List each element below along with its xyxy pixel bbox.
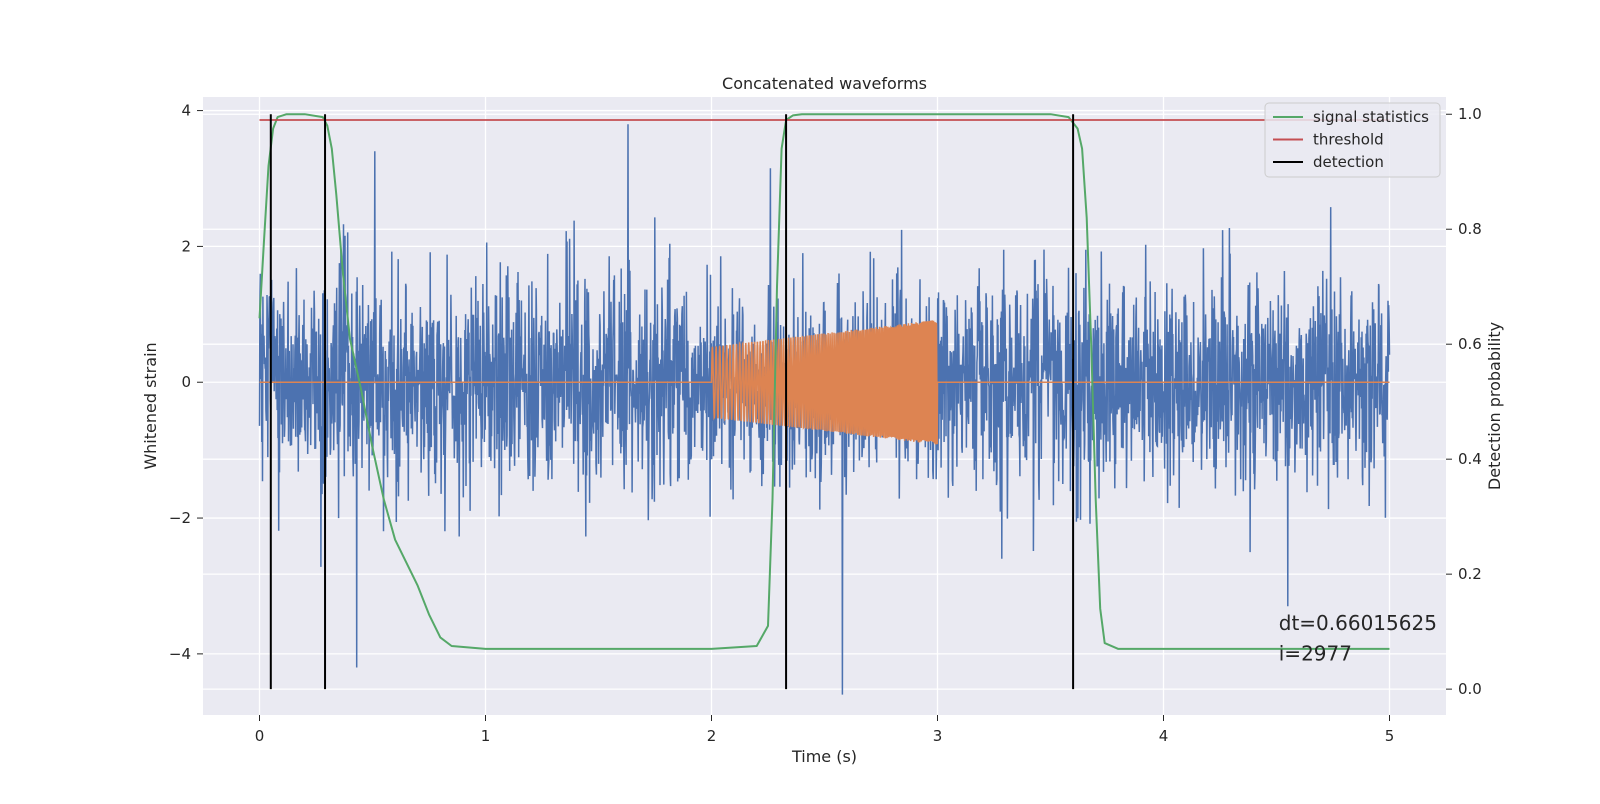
- x-tick-label: 5: [1385, 727, 1395, 745]
- legend-label: signal statistics: [1313, 108, 1429, 126]
- y-tick-label-right: 0.4: [1458, 450, 1482, 468]
- y-axis-label-left: Whitened strain: [141, 342, 160, 469]
- chirp-series-line: [259, 320, 1390, 445]
- x-tick-label: 1: [481, 727, 491, 745]
- x-tick-label: 3: [933, 727, 943, 745]
- y-tick-label-right: 1.0: [1458, 105, 1482, 123]
- chart-title: Concatenated waveforms: [722, 74, 927, 93]
- y-tick-label-left: 2: [181, 237, 191, 255]
- y-tick-label-right: 0.6: [1458, 335, 1482, 353]
- axis-layer: Concatenated waveforms Time (s) Whitened…: [141, 74, 1504, 766]
- x-tick-label: 4: [1159, 727, 1169, 745]
- y-tick-label-right: 0.8: [1458, 220, 1482, 238]
- y-tick-label-right: 0.0: [1458, 680, 1482, 698]
- annotation-text: dt=0.66015625: [1279, 611, 1437, 635]
- annotation-text: i=2977: [1279, 642, 1352, 666]
- y-tick-label-left: 0: [181, 373, 191, 391]
- legend-label: detection: [1313, 153, 1384, 171]
- x-tick-label: 2: [707, 727, 717, 745]
- annotation-layer: dt=0.66015625 i=2977: [1279, 611, 1437, 666]
- legend: signal statistics threshold detection: [1264, 102, 1441, 178]
- series-layer: [258, 113, 1391, 695]
- y-axis-label-right: Detection probability: [1485, 322, 1504, 490]
- y-tick-label-left: −4: [169, 645, 191, 663]
- legend-box: [1264, 102, 1441, 178]
- y-tick-label-left: −2: [169, 509, 191, 527]
- x-axis-label: Time (s): [791, 747, 857, 766]
- y-tick-label-right: 0.2: [1458, 565, 1482, 583]
- x-tick-label: 0: [255, 727, 265, 745]
- legend-label: threshold: [1313, 131, 1384, 149]
- y-tick-label-left: 4: [181, 102, 191, 120]
